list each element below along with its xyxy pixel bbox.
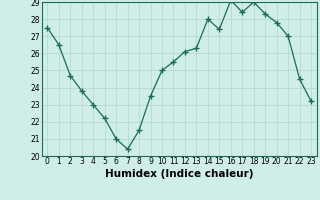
X-axis label: Humidex (Indice chaleur): Humidex (Indice chaleur)	[105, 169, 253, 179]
